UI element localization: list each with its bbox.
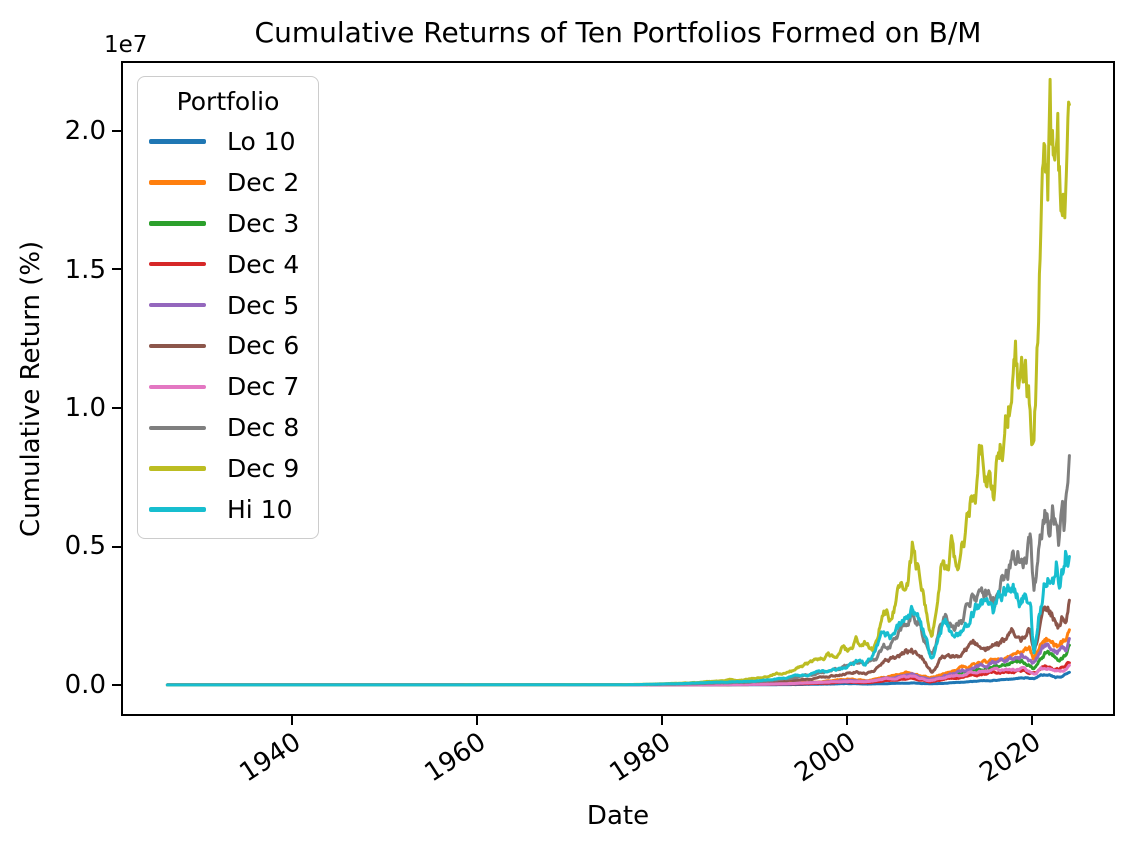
legend-entry: Dec 7 <box>146 366 310 407</box>
legend-entry: Dec 5 <box>146 285 310 326</box>
legend-line-swatch <box>149 466 206 471</box>
legend-line-swatch <box>149 425 206 431</box>
series-line-dec-4 <box>165 660 1071 687</box>
legend-entry-label: Hi 10 <box>227 495 293 525</box>
legend-line-swatch <box>149 384 206 390</box>
y-tick-mark <box>112 268 121 270</box>
y-tick-label: 0.5 <box>64 531 106 561</box>
y-tick-label: 1.5 <box>64 255 106 285</box>
legend-entry: Dec 3 <box>146 203 310 244</box>
legend-line-swatch <box>149 302 206 308</box>
legend-entry: Hi 10 <box>146 489 310 530</box>
y-tick-mark <box>112 130 121 132</box>
series-line-hi-10 <box>165 549 1071 687</box>
y-tick-mark <box>112 407 121 409</box>
x-tick-mark <box>661 716 663 725</box>
legend-entry-label: Dec 4 <box>227 249 300 279</box>
legend-entry: Dec 9 <box>146 448 310 489</box>
legend-entry: Dec 4 <box>146 244 310 285</box>
y-tick-mark <box>112 546 121 548</box>
x-tick-mark <box>291 716 293 725</box>
y-tick-label: 2.0 <box>64 116 106 146</box>
legend-entry-label: Dec 6 <box>227 331 300 361</box>
y-tick-mark <box>112 684 121 686</box>
series-line-dec-6 <box>165 598 1071 687</box>
plot-area: Portfolio Lo 10 Dec 2 Dec 3 Dec 4 Dec 5 <box>121 61 1115 716</box>
legend-entry: Lo 10 <box>146 121 310 162</box>
legend-entry: Dec 2 <box>146 162 310 203</box>
legend-entry-label: Dec 5 <box>227 290 300 320</box>
series-line-dec-5 <box>165 637 1071 687</box>
y-axis-label: Cumulative Return (%) <box>16 240 46 537</box>
legend-line-swatch <box>149 343 206 349</box>
legend-entry-label: Dec 3 <box>227 208 300 238</box>
legend-line-swatch <box>149 261 206 267</box>
x-tick-mark <box>1031 716 1033 725</box>
legend: Portfolio Lo 10 Dec 2 Dec 3 Dec 4 Dec 5 <box>137 76 319 539</box>
y-tick-label: 0.0 <box>64 670 106 700</box>
legend-entry-label: Dec 8 <box>227 413 300 443</box>
x-axis-label: Date <box>586 801 650 831</box>
chart-title: Cumulative Returns of Ten Portfolios For… <box>254 16 982 49</box>
legend-entry-label: Dec 7 <box>227 372 300 402</box>
legend-line-swatch <box>149 139 206 144</box>
legend-title: Portfolio <box>176 87 280 116</box>
legend-entry: Dec 6 <box>146 326 310 367</box>
legend-line-swatch <box>149 507 206 512</box>
series-plot <box>165 77 1071 687</box>
legend-entry: Dec 8 <box>146 407 310 448</box>
y-axis-offset-text: 1e7 <box>104 32 148 58</box>
x-tick-mark <box>846 716 848 725</box>
legend-line-swatch <box>149 180 206 185</box>
y-tick-label: 1.0 <box>64 393 106 423</box>
legend-entry-label: Dec 9 <box>227 454 300 484</box>
legend-entry-label: Dec 2 <box>227 167 300 197</box>
legend-line-swatch <box>149 221 206 226</box>
legend-entry-label: Lo 10 <box>227 126 296 156</box>
x-tick-mark <box>476 716 478 725</box>
